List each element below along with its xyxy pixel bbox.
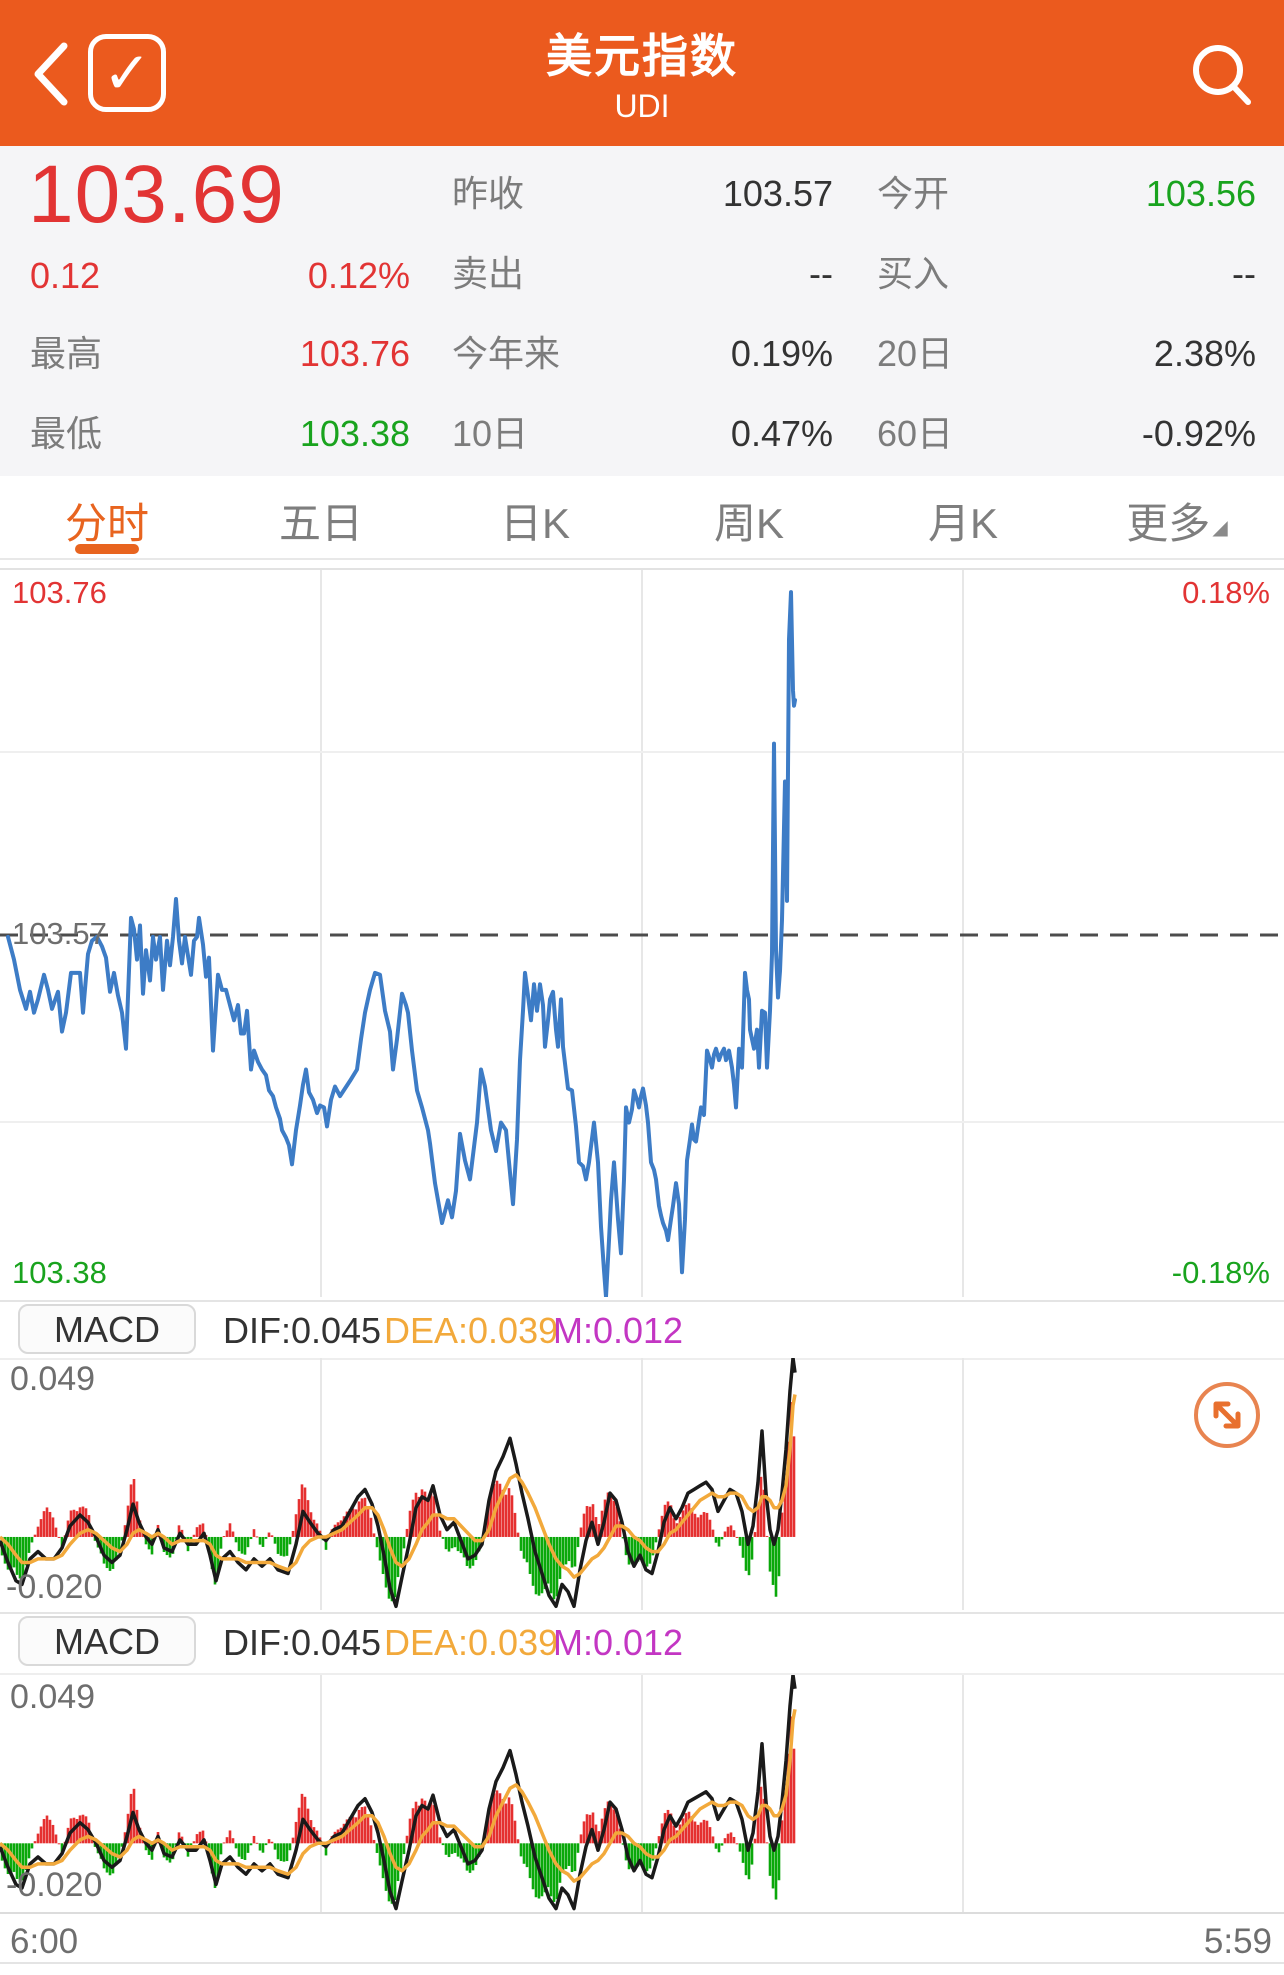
dea-value: DEA:0.039 [384, 1310, 559, 1351]
macd-header-2: MACD DIF:0.045 DEA:0.039 M:0.012 [0, 1614, 1284, 1672]
dif-value: DIF:0.045 [223, 1622, 382, 1663]
app-header: ✓ 美元指数 UDI [0, 0, 1284, 146]
price-change-pct: 0.12% [307, 255, 410, 296]
indicator-selector-button[interactable]: MACD [18, 1616, 196, 1666]
symbol-code: UDI [614, 88, 670, 124]
stat-label: 10日 [452, 413, 529, 454]
page-title: 美元指数 [546, 30, 738, 82]
macd-scale-top: 0.049 [10, 1678, 96, 1716]
dea-value: DEA:0.039 [384, 1622, 559, 1663]
stat-label: 昨收 [452, 173, 525, 214]
price-change: 0.12 [30, 255, 101, 296]
stat-value-sell: -- [809, 253, 833, 294]
intraday-chart[interactable] [0, 568, 1284, 1297]
stat-label: 20日 [877, 333, 954, 374]
indicator-selector-button[interactable]: MACD [18, 1304, 196, 1354]
session-start-time: 6:00 [10, 1922, 79, 1961]
stat-value-low: 103.38 [299, 413, 410, 454]
dif-value: DIF:0.045 [223, 1310, 382, 1351]
session-end-time: 5:59 [1203, 1922, 1272, 1961]
stat-label: 60日 [877, 413, 954, 454]
stat-label: 买入 [877, 253, 950, 294]
prev-close-label: 103.57 [12, 916, 107, 951]
m-value: M:0.012 [553, 1310, 684, 1351]
chart-high-pct-label: 0.18% [1182, 575, 1270, 610]
stat-value-high: 103.76 [299, 333, 410, 374]
stat-value-prevclose: 103.57 [722, 173, 833, 214]
tab-minute[interactable]: 分时 [0, 476, 214, 558]
expand-icon[interactable] [1192, 1380, 1262, 1450]
macd-chart-2[interactable] [0, 1675, 1284, 1912]
macd-scale-bottom: -0.020 [6, 1568, 103, 1606]
tab-monthly-k[interactable]: 月K [927, 500, 998, 547]
tab-daily-k[interactable]: 日K [499, 500, 570, 547]
period-tab-bar: 分时 五日 日K 周K 月K 更多 ◢ [0, 476, 1284, 560]
macd-chart-1[interactable] [0, 1358, 1284, 1610]
stat-value-20d: 2.38% [1153, 333, 1256, 374]
quote-panel: 103.69 0.12 0.12% 最高 103.76 最低 103.38 昨收… [0, 146, 1284, 476]
stat-label: 最高 [30, 333, 103, 374]
tab-more[interactable]: 更多 ◢ [1126, 500, 1228, 547]
last-price: 103.69 [28, 149, 285, 240]
stat-value-ytd: 0.19% [730, 333, 833, 374]
macd-scale-bottom: -0.020 [6, 1866, 103, 1904]
stat-value-buy: -- [1232, 253, 1256, 294]
caret-down-icon: ◢ [1212, 517, 1228, 539]
watchlist-check-icon[interactable]: ✓ [88, 34, 166, 112]
stat-value-60d: -0.92% [1141, 413, 1256, 454]
active-tab-underline [75, 544, 139, 554]
stat-label: 卖出 [452, 253, 525, 294]
chart-high-label: 103.76 [12, 575, 107, 610]
stat-label: 今开 [877, 173, 950, 214]
tab-5day[interactable]: 五日 [278, 500, 363, 547]
time-axis: 6:00 5:59 [0, 1916, 1284, 1962]
macd-header-1: MACD DIF:0.045 DEA:0.039 M:0.012 [0, 1302, 1284, 1360]
search-icon[interactable] [1184, 34, 1260, 114]
stat-label: 今年来 [452, 333, 561, 374]
back-icon[interactable] [22, 34, 82, 114]
macd-scale-top: 0.049 [10, 1360, 96, 1398]
chart-low-pct-label: -0.18% [1171, 1255, 1270, 1290]
stat-value-open: 103.56 [1145, 173, 1256, 214]
tab-weekly-k[interactable]: 周K [713, 500, 784, 547]
stat-value-10d: 0.47% [730, 413, 833, 454]
m-value: M:0.012 [553, 1622, 684, 1663]
stat-label: 最低 [30, 413, 103, 454]
chart-low-label: 103.38 [12, 1255, 107, 1290]
